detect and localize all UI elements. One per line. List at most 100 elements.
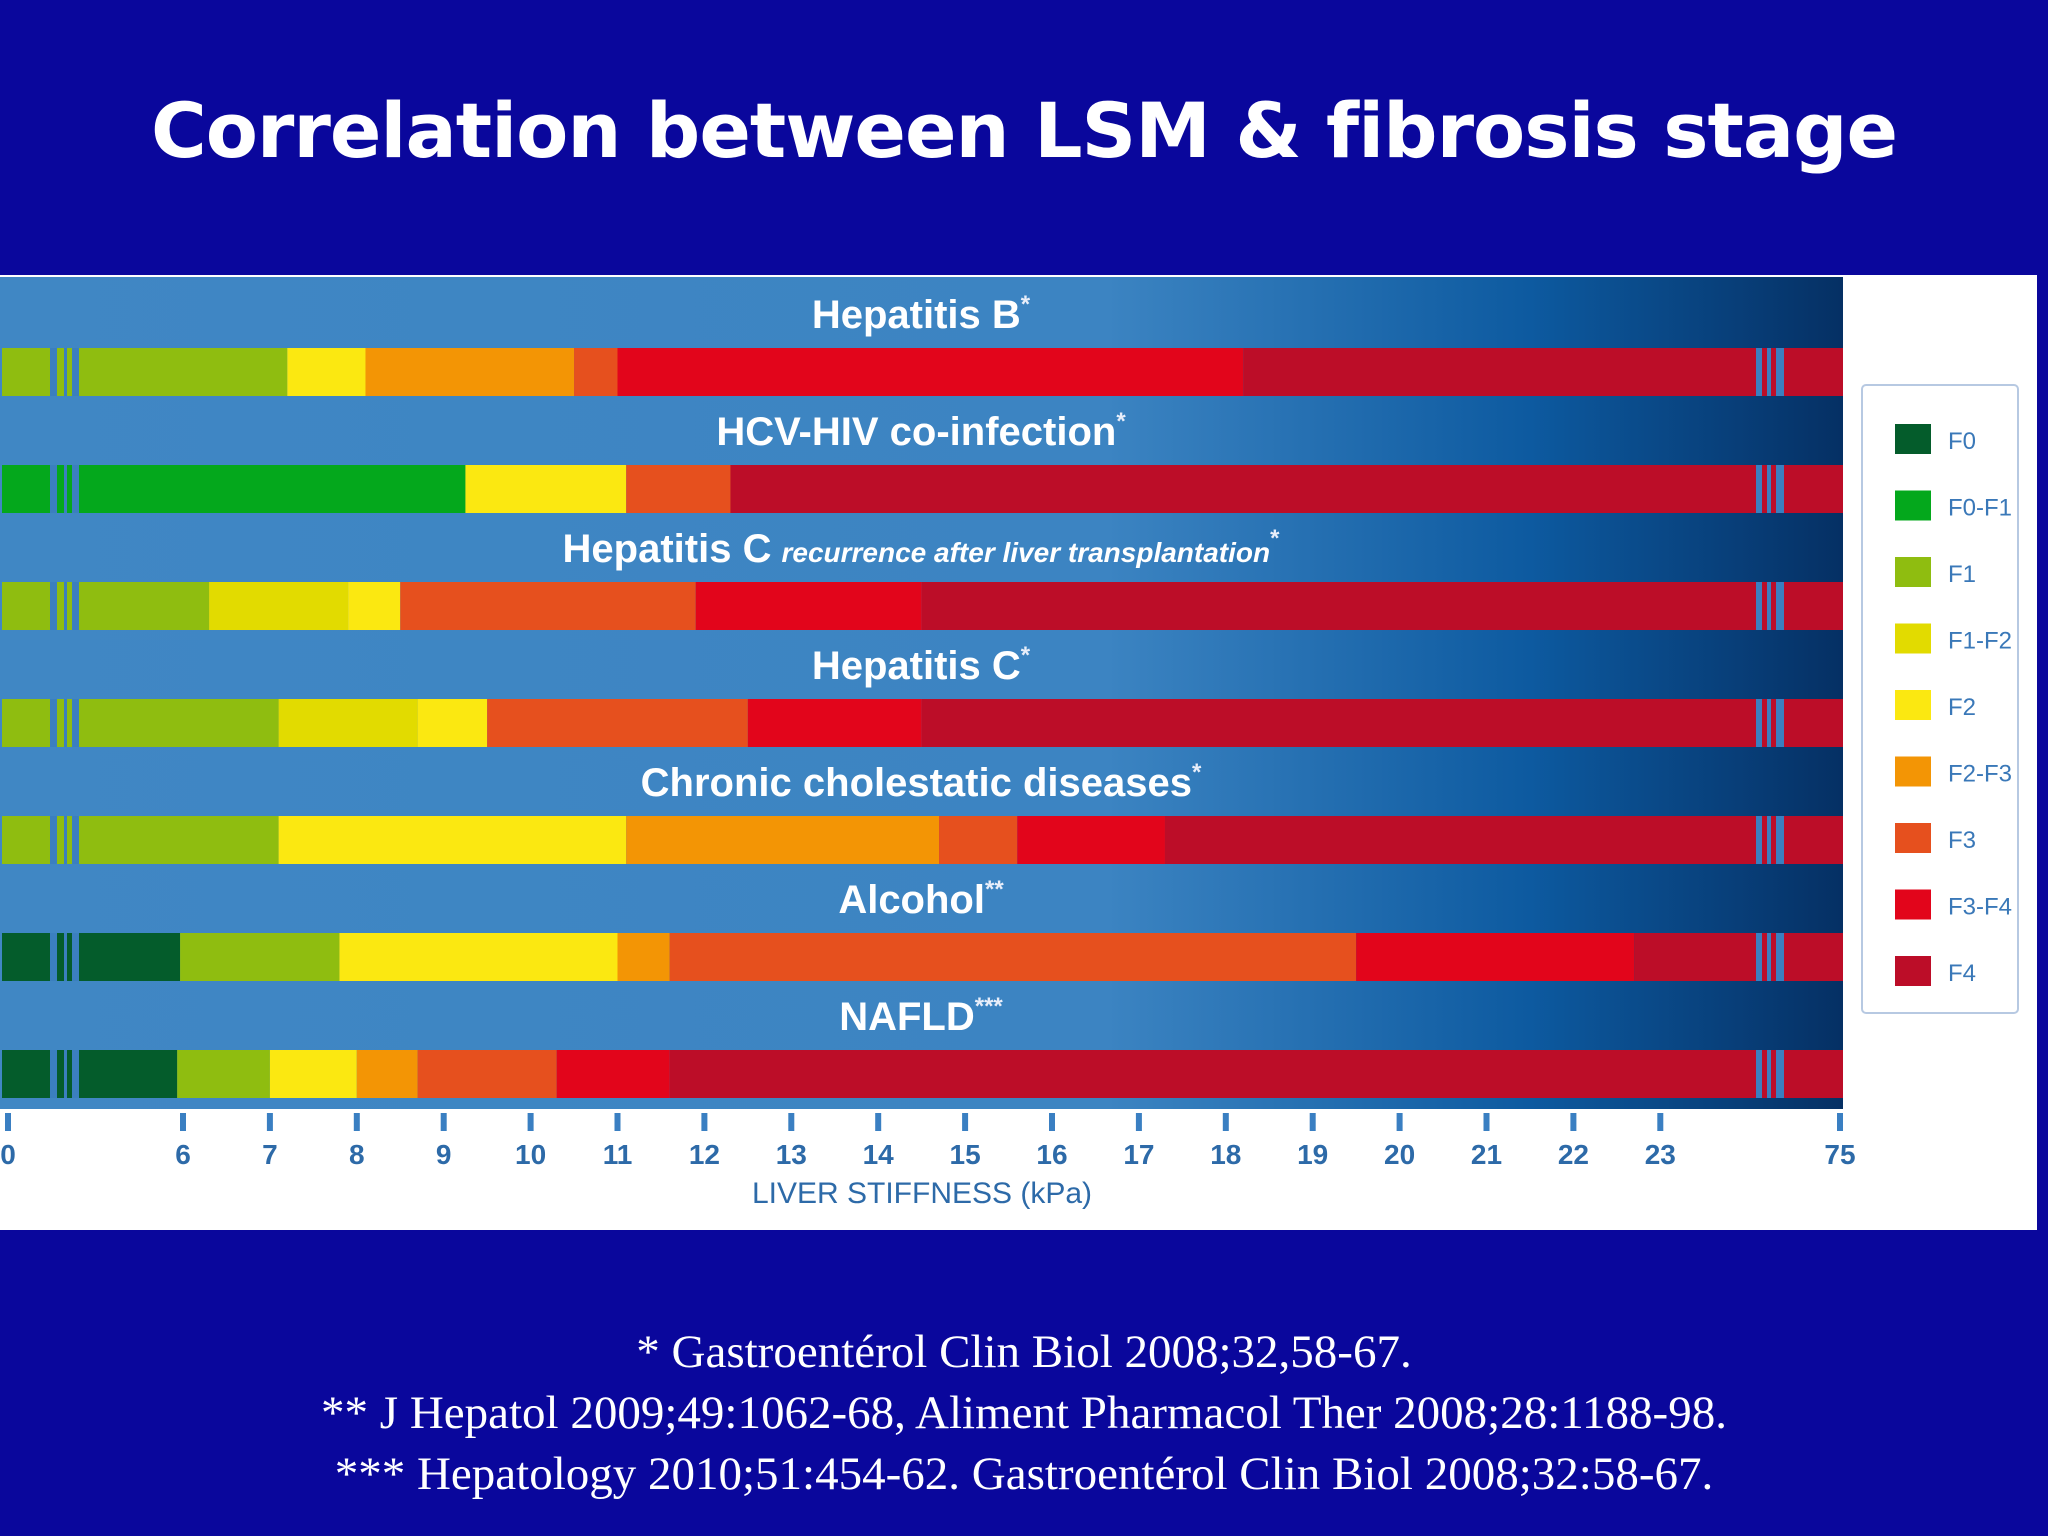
bar-segment-f3-f4 — [556, 1050, 670, 1098]
axis-break-gap — [50, 699, 57, 747]
reference-1: * Gastroentérol Clin Biol 2008;32,58-67. — [636, 1326, 1412, 1378]
bar-segment-f2 — [278, 816, 627, 864]
x-tick — [1570, 1113, 1577, 1131]
legend-label: F3 — [1948, 827, 1976, 854]
bar-segment-f4 — [1164, 816, 1843, 864]
bar-segment-f2 — [417, 699, 488, 747]
axis-break-gap — [1756, 699, 1762, 747]
axis-break-gap — [50, 582, 57, 630]
bar-segment-f2-f3 — [356, 1050, 418, 1098]
axis-break-gap — [72, 933, 79, 981]
bar-segment-f1 — [2, 582, 210, 630]
legend-swatch — [1895, 823, 1931, 853]
series-name: Hepatitis B — [812, 293, 1021, 337]
bar-segment-f1 — [177, 1050, 270, 1098]
x-tick-label: 10 — [515, 1139, 546, 1170]
series-label: Chronic cholestatic diseases* — [641, 759, 1202, 805]
bar-segment-f3-f4 — [1356, 933, 1635, 981]
series-6-alcohol: Alcohol** — [2, 876, 1843, 981]
bar-segment-f2 — [269, 1050, 357, 1098]
series-label: HCV-HIV co-infection* — [716, 408, 1126, 454]
legend-label: F3-F4 — [1948, 894, 2012, 921]
x-tick-label: 19 — [1297, 1139, 1328, 1170]
legend-item-f1: F1 — [1895, 557, 1976, 588]
x-tick — [875, 1113, 882, 1131]
legend-swatch — [1895, 690, 1931, 720]
bar-segment-f2 — [339, 933, 618, 981]
legend-item-f3: F3 — [1895, 823, 1976, 854]
bar-segment-f2 — [465, 465, 627, 513]
legend-box — [1861, 384, 2019, 1014]
legend-item-f4: F4 — [1895, 956, 1976, 987]
x-tick — [266, 1113, 273, 1131]
bar-segment-f1-f2 — [278, 699, 418, 747]
bar-segment-f1 — [2, 348, 288, 396]
bar-segment-f3 — [669, 933, 1357, 981]
series-label: Hepatitis C* — [812, 642, 1031, 688]
x-tick — [701, 1113, 708, 1131]
bar-segment-f3-f4 — [1017, 816, 1165, 864]
x-tick-label: 8 — [349, 1139, 365, 1170]
axis-break-gap — [50, 1050, 57, 1098]
x-tick-label: 14 — [863, 1139, 895, 1170]
series-label: NAFLD*** — [839, 993, 1003, 1039]
x-tick — [1837, 1113, 1843, 1131]
series-mark: ** — [985, 876, 1004, 903]
bar-segment-f4 — [921, 582, 1843, 630]
x-tick — [1222, 1113, 1229, 1131]
axis-break-gap — [64, 582, 67, 630]
x-tick-label: 17 — [1123, 1139, 1154, 1170]
bar-segment-f3 — [400, 582, 696, 630]
axis-break-gap — [1767, 465, 1771, 513]
bar-segment-f0 — [2, 933, 181, 981]
bar-segment-f0-f1 — [2, 465, 466, 513]
axis-break-gap — [1756, 348, 1762, 396]
axis-break-gap — [64, 699, 67, 747]
bar-segment-f3 — [626, 465, 731, 513]
x-tick-label: 13 — [776, 1139, 807, 1170]
chart-figure: Hepatitis B* HCV-HIV co-infection* Hepatit… — [0, 275, 2037, 1230]
bar-segment-f3-f4 — [617, 348, 1244, 396]
x-tick-label: 7 — [262, 1139, 278, 1170]
axis-break-gap — [64, 816, 67, 864]
axis-break-gap — [1776, 816, 1784, 864]
x-tick-label: 21 — [1471, 1139, 1502, 1170]
references: * Gastroentérol Clin Biol 2008;32,58-67.… — [0, 1322, 2048, 1505]
axis-break-gap — [1756, 1050, 1762, 1098]
axis-break-gap — [1776, 582, 1784, 630]
x-tick-label: 22 — [1558, 1139, 1589, 1170]
series-3-hepatitis-c: Hepatitis C recurrence after liver transp… — [2, 525, 1843, 630]
axis-break-gap — [50, 933, 57, 981]
bar-segment-f1 — [180, 933, 340, 981]
series-mark: *** — [975, 993, 1004, 1020]
axis-break-gap — [1776, 1050, 1784, 1098]
bar-segment-f2-f3 — [626, 816, 940, 864]
axis-break-gap — [64, 933, 67, 981]
series-mark: * — [1192, 759, 1202, 786]
bar-segment-f1 — [2, 816, 279, 864]
axis-break-gap — [50, 465, 57, 513]
legend-label: F0-F1 — [1948, 495, 2012, 522]
series-label: Hepatitis B* — [812, 291, 1031, 337]
axis-break-gap — [50, 348, 57, 396]
bar-segment-f3 — [939, 816, 1018, 864]
x-tick-label: 23 — [1645, 1139, 1676, 1170]
legend-label: F4 — [1948, 960, 1976, 987]
axis-break-gap — [1776, 933, 1784, 981]
axis-break-gap — [1756, 933, 1762, 981]
legend-swatch — [1895, 623, 1931, 654]
x-tick-label: 0 — [0, 1139, 16, 1170]
legend-item-f2: F2 — [1895, 690, 1976, 721]
x-tick — [1309, 1113, 1316, 1131]
series-label: Hepatitis C recurrence after liver transp… — [563, 525, 1281, 571]
x-tick — [1483, 1113, 1490, 1131]
axis-break-gap — [64, 465, 67, 513]
lsm-fibrosis-chart: Hepatitis B*HCV-HIV co-infection*Hepatit… — [0, 277, 2019, 1210]
axis-break-gap — [72, 465, 79, 513]
bar-segment-f0 — [2, 1050, 178, 1098]
axis-break-gap — [50, 816, 57, 864]
axis-break-gap — [1767, 699, 1771, 747]
bar-segment-f4 — [669, 1050, 1843, 1098]
legend-label: F1 — [1948, 561, 1976, 588]
x-tick-label: 20 — [1384, 1139, 1415, 1170]
